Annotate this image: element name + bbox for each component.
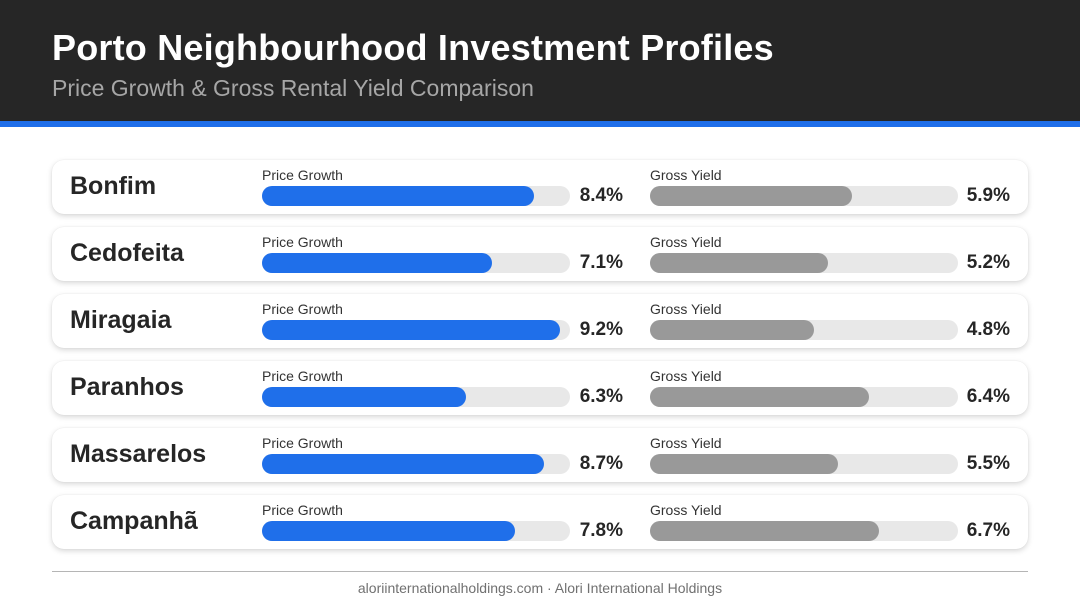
price-growth-label: Price Growth <box>262 301 343 317</box>
price-growth-bar <box>262 387 467 407</box>
price-growth-track <box>262 186 570 206</box>
price-growth-bar <box>262 253 493 273</box>
gross-yield-track <box>650 320 958 340</box>
gross-yield-label: Gross Yield <box>650 368 722 384</box>
neighbourhood-name: Massarelos <box>70 440 207 468</box>
price-growth-track <box>262 387 570 407</box>
gross-yield-value: 4.8% <box>966 319 1010 340</box>
price-growth-bar <box>262 521 515 541</box>
gross-yield-bar <box>650 387 870 407</box>
neighbourhood-card: Miragaia Price Growth 9.2% Gross Yield 4.8% <box>52 294 1028 348</box>
page-title: Porto Neighbourhood Investment Profiles <box>52 27 774 68</box>
gross-yield-label: Gross Yield <box>650 435 722 451</box>
neighbourhood-name: Paranhos <box>70 373 184 401</box>
price-growth-bar <box>262 320 561 340</box>
gross-yield-bar <box>650 454 839 474</box>
price-growth-track <box>262 320 570 340</box>
gross-yield-track <box>650 253 958 273</box>
gross-yield-track <box>650 521 958 541</box>
neighbourhood-card: Bonfim Price Growth 8.4% Gross Yield 5.9% <box>52 160 1028 214</box>
neighbourhood-name: Bonfim <box>70 172 157 200</box>
neighbourhood-card: Cedofeita Price Growth 7.1% Gross Yield 5.2% <box>52 227 1028 281</box>
header-accent-bar <box>0 121 1080 127</box>
neighbourhood-card: Campanhã Price Growth 7.8% Gross Yield 6.7% <box>52 495 1028 549</box>
page-subtitle: Price Growth & Gross Rental Yield Compar… <box>52 75 534 101</box>
gross-yield-value: 6.4% <box>966 386 1010 407</box>
gross-yield-label: Gross Yield <box>650 167 722 183</box>
gross-yield-value: 5.5% <box>966 453 1010 474</box>
gross-yield-bar <box>650 320 815 340</box>
gross-yield-bar <box>650 521 880 541</box>
neighbourhood-card: Paranhos Price Growth 6.3% Gross Yield 6.4% <box>52 361 1028 415</box>
price-growth-track <box>262 253 570 273</box>
gross-yield-track <box>650 454 958 474</box>
footer-text: aloriinternationalholdings.com · Alori I… <box>357 580 723 596</box>
price-growth-value: 6.3% <box>579 386 623 407</box>
gross-yield-label: Gross Yield <box>650 301 722 317</box>
gross-yield-label: Gross Yield <box>650 234 722 250</box>
gross-yield-value: 5.9% <box>966 185 1010 206</box>
price-growth-value: 9.2% <box>579 319 623 340</box>
gross-yield-bar <box>650 186 852 206</box>
neighbourhood-card: Massarelos Price Growth 8.7% Gross Yield 5.5… <box>52 428 1028 482</box>
gross-yield-track <box>650 186 958 206</box>
price-growth-label: Price Growth <box>262 234 343 250</box>
price-growth-bar <box>262 186 535 206</box>
gross-yield-track <box>650 387 958 407</box>
gross-yield-value: 5.2% <box>966 252 1010 273</box>
price-growth-label: Price Growth <box>262 502 343 518</box>
price-growth-value: 8.7% <box>579 453 623 474</box>
price-growth-value: 8.4% <box>579 185 623 206</box>
price-growth-track <box>262 521 570 541</box>
gross-yield-bar <box>650 253 828 273</box>
price-growth-label: Price Growth <box>262 368 343 384</box>
price-growth-bar <box>262 454 545 474</box>
neighbourhood-name: Miragaia <box>70 306 172 334</box>
neighbourhood-name: Cedofeita <box>70 239 184 267</box>
price-growth-track <box>262 454 570 474</box>
price-growth-label: Price Growth <box>262 435 343 451</box>
price-growth-label: Price Growth <box>262 167 343 183</box>
gross-yield-value: 6.7% <box>966 520 1010 541</box>
header-banner: Porto Neighbourhood Investment Profiles … <box>0 0 1080 121</box>
price-growth-value: 7.8% <box>579 520 623 541</box>
footer-divider <box>52 571 1028 572</box>
gross-yield-label: Gross Yield <box>650 502 722 518</box>
price-growth-value: 7.1% <box>579 252 623 273</box>
neighbourhood-name: Campanhã <box>70 507 198 535</box>
